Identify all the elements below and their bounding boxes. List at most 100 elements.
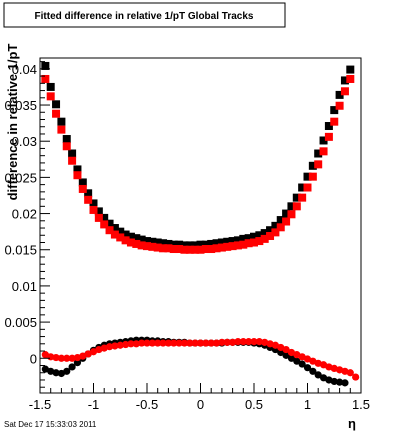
data-point	[180, 339, 189, 347]
data-point	[73, 171, 82, 180]
data-point	[63, 367, 71, 375]
data-point	[293, 357, 301, 365]
data-point	[324, 122, 333, 131]
data-point	[319, 147, 328, 156]
data-point	[57, 117, 66, 126]
data-point	[132, 239, 141, 248]
data-point	[217, 238, 226, 247]
data-point	[229, 338, 237, 346]
data-point	[52, 109, 61, 118]
data-point	[335, 90, 344, 99]
data-point	[277, 348, 285, 357]
data-point	[153, 243, 162, 252]
data-point	[159, 239, 168, 248]
data-point	[154, 339, 162, 347]
y-tick-label: 0	[30, 351, 37, 366]
series-0	[41, 61, 355, 250]
data-point	[255, 338, 263, 346]
data-point	[287, 210, 296, 219]
data-point	[282, 345, 290, 354]
data-point	[111, 342, 119, 350]
y-tick-label: 0.02	[12, 207, 37, 222]
data-point	[336, 378, 344, 386]
data-point	[57, 125, 66, 134]
data-point	[41, 74, 50, 83]
data-point	[228, 242, 237, 251]
data-point	[266, 231, 275, 240]
data-point	[250, 232, 258, 241]
data-point	[94, 207, 103, 216]
data-point	[314, 371, 322, 379]
data-point	[223, 242, 232, 251]
data-point	[271, 221, 280, 230]
data-point	[340, 87, 349, 96]
data-point	[52, 369, 60, 377]
data-point	[202, 339, 210, 347]
data-point	[68, 149, 77, 158]
data-point	[319, 136, 328, 145]
data-point	[164, 239, 173, 248]
x-tick-label: -1.5	[29, 397, 51, 412]
data-point	[324, 132, 333, 141]
data-point	[153, 238, 162, 247]
data-point	[63, 354, 71, 362]
data-point	[233, 241, 242, 250]
y-tick-label: 0.035	[4, 98, 37, 113]
data-point	[260, 234, 269, 243]
data-point	[52, 353, 60, 362]
data-point	[148, 242, 157, 251]
data-point	[137, 235, 146, 244]
data-point	[234, 338, 242, 346]
data-point	[308, 172, 317, 181]
data-point	[191, 241, 200, 250]
data-point	[276, 216, 285, 225]
data-point	[52, 100, 61, 109]
data-point	[121, 236, 130, 245]
data-point	[314, 160, 323, 169]
data-point	[191, 339, 199, 347]
data-point	[175, 245, 184, 254]
data-point	[132, 340, 140, 348]
timestamp: Sat Dec 17 15:33:03 2011	[4, 420, 97, 429]
data-point	[68, 363, 76, 371]
data-point	[201, 245, 210, 254]
y-tick-label: 0.04	[12, 62, 37, 77]
data-point	[126, 232, 135, 241]
data-point	[127, 340, 135, 348]
data-point	[314, 149, 323, 158]
data-point	[116, 341, 124, 349]
data-point	[341, 379, 349, 387]
data-point	[196, 240, 205, 249]
data-point	[346, 74, 355, 83]
data-point	[186, 339, 194, 347]
data-point	[175, 339, 183, 347]
x-tick-label: -0.5	[136, 397, 158, 412]
data-point	[110, 230, 119, 239]
axes: -1.5 -1 -0.5 0 0.5 1 1.5 0 0.005 0.01 0.015 0.02 0.0…	[4, 57, 370, 412]
data-point	[100, 213, 109, 222]
data-point	[330, 117, 339, 126]
data-point	[298, 193, 307, 202]
data-point	[164, 244, 173, 253]
data-point	[159, 244, 168, 253]
data-point	[73, 165, 82, 174]
data-point	[62, 142, 71, 151]
data-point	[207, 245, 216, 254]
data-point	[148, 339, 156, 347]
data-point	[185, 241, 194, 250]
y-tick-label: 0.01	[12, 279, 37, 294]
data-point	[41, 61, 50, 70]
data-point	[303, 172, 312, 181]
data-point	[105, 343, 114, 351]
data-point	[287, 202, 296, 211]
data-point	[62, 135, 71, 144]
data-point	[180, 245, 189, 254]
data-point	[84, 195, 93, 204]
data-point	[282, 351, 290, 359]
data-point	[303, 364, 312, 372]
data-point	[68, 354, 76, 362]
data-point	[340, 76, 349, 85]
data-point	[335, 101, 344, 110]
data-point	[116, 227, 125, 236]
data-point	[298, 360, 306, 368]
